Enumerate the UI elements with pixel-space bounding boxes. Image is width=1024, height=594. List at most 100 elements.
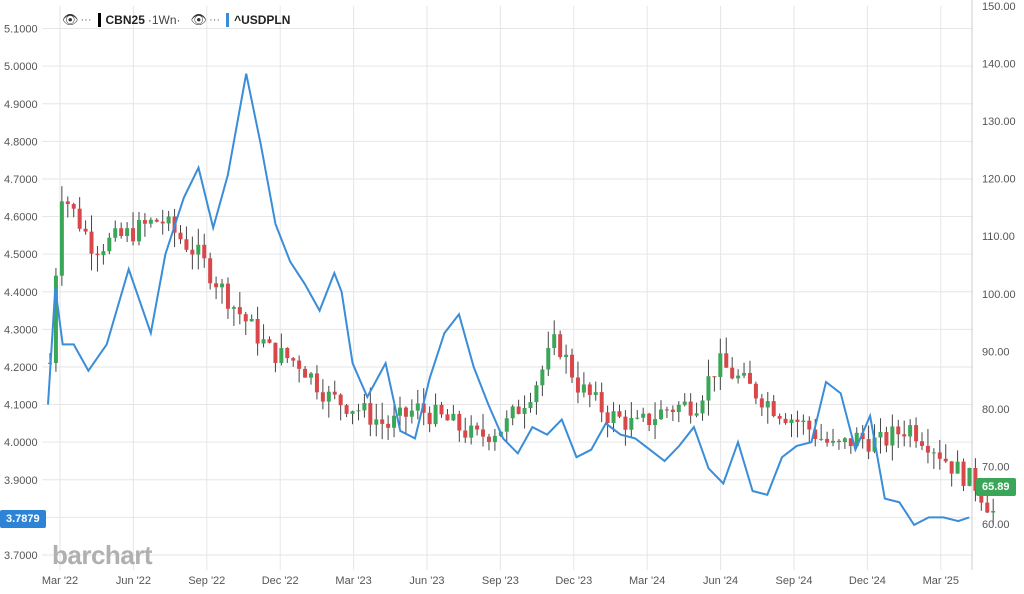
left-tick-label: 5.1000	[4, 24, 38, 36]
candle-body	[231, 307, 236, 309]
more-icon[interactable]: ···	[209, 14, 221, 26]
candle-body	[765, 401, 770, 408]
candle-body	[943, 458, 948, 462]
usdpln-series-line	[47, 73, 970, 527]
candle-body	[558, 334, 563, 358]
candle-body	[510, 406, 515, 419]
candle-body	[338, 394, 343, 406]
candle-body	[326, 391, 331, 402]
candle-body	[825, 438, 830, 443]
candle-body	[694, 413, 699, 416]
candle-body	[813, 429, 818, 439]
candle-body	[623, 416, 628, 430]
candle-body	[208, 258, 213, 284]
eye-icon[interactable]: 👁	[190, 12, 208, 27]
candle-body	[617, 411, 622, 417]
candle-body	[801, 420, 806, 422]
candle-body	[985, 502, 990, 513]
candle-body	[380, 419, 385, 424]
candle-body	[599, 392, 604, 413]
candle-body	[160, 221, 165, 224]
candle-body	[925, 445, 930, 453]
candle-body	[392, 415, 397, 428]
candle-body	[688, 401, 693, 416]
candle-body	[647, 413, 652, 426]
left-tick-label: 4.0000	[4, 437, 38, 449]
right-tick-label: 100.00	[982, 289, 1016, 301]
candle-body	[742, 372, 747, 376]
candle-body	[344, 405, 349, 414]
candle-body	[718, 353, 723, 377]
x-tick-label: Mar '25	[923, 575, 959, 587]
time-axis[interactable]: Mar '22 Jun '22 Sep '22 Dec '22 Mar '23 Jun '…	[42, 575, 959, 587]
left-tick-label: 4.2000	[4, 362, 38, 374]
x-tick-label: Jun '24	[703, 575, 738, 587]
candle-body	[368, 403, 373, 425]
candle-body	[890, 426, 895, 446]
x-tick-label: Sep '24	[776, 575, 813, 587]
candle-body	[71, 204, 76, 209]
more-icon[interactable]: ···	[80, 14, 92, 26]
candle-body	[136, 220, 141, 242]
right-last-price-tag: 65.89	[976, 478, 1016, 496]
candle-body	[730, 367, 735, 379]
candle-body	[878, 432, 883, 438]
candle-body	[771, 401, 776, 416]
candle-body	[908, 425, 913, 437]
left-tick-label: 5.0000	[4, 61, 38, 73]
candle-body	[712, 376, 717, 378]
candle-body	[445, 414, 450, 421]
right-tick-label: 110.00	[982, 231, 1015, 243]
primary-symbol[interactable]: CBN25	[105, 13, 145, 27]
candle-body	[190, 249, 195, 255]
candle-body	[635, 417, 640, 419]
candle-body	[125, 228, 130, 236]
candle-body	[795, 419, 800, 422]
candle-body	[860, 432, 865, 440]
candle-body	[184, 239, 189, 250]
left-tick-label: 4.5000	[4, 249, 38, 261]
candle-body	[552, 334, 557, 348]
candle-body	[629, 417, 634, 430]
candle-body	[486, 436, 491, 442]
candle-body	[362, 403, 367, 411]
candle-body	[220, 283, 225, 288]
candle-body	[374, 419, 379, 425]
candle-body	[492, 435, 497, 442]
candle-body	[95, 253, 100, 256]
candle-body	[611, 411, 616, 424]
x-tick-label: Mar '23	[335, 575, 371, 587]
primary-swatch	[97, 13, 101, 27]
candle-body	[107, 237, 112, 252]
candle-body	[854, 432, 859, 447]
candle-body	[214, 283, 219, 288]
candle-body	[457, 413, 462, 431]
primary-interval: ·1Wn·	[147, 13, 181, 27]
candle-body	[350, 411, 355, 414]
chart-legend: 👁 ··· CBN25 ·1Wn· 👁 ··· ^USDPLN	[62, 12, 293, 28]
candle-body	[783, 418, 788, 424]
right-tick-label: 150.00	[982, 1, 1016, 13]
candlesticks	[48, 186, 996, 525]
candle-body	[789, 419, 794, 424]
candle-body	[747, 372, 752, 384]
candle-body	[403, 407, 408, 417]
candle-body	[131, 228, 136, 242]
candle-body	[273, 342, 278, 363]
secondary-symbol[interactable]: ^USDPLN	[234, 13, 291, 27]
candle-body	[759, 398, 764, 408]
candle-body	[587, 384, 592, 395]
right-tick-label: 120.00	[982, 174, 1016, 186]
left-tick-label: 3.7000	[4, 550, 38, 562]
candle-body	[261, 339, 266, 344]
candle-body	[225, 283, 230, 309]
candle-body	[475, 425, 480, 430]
candle-body	[777, 415, 782, 419]
candle-body	[724, 353, 729, 368]
candle-body	[59, 201, 64, 276]
eye-icon[interactable]: 👁	[62, 12, 79, 27]
candle-body	[83, 228, 88, 232]
x-tick-label: Dec '24	[849, 575, 886, 587]
candle-body	[658, 409, 663, 420]
